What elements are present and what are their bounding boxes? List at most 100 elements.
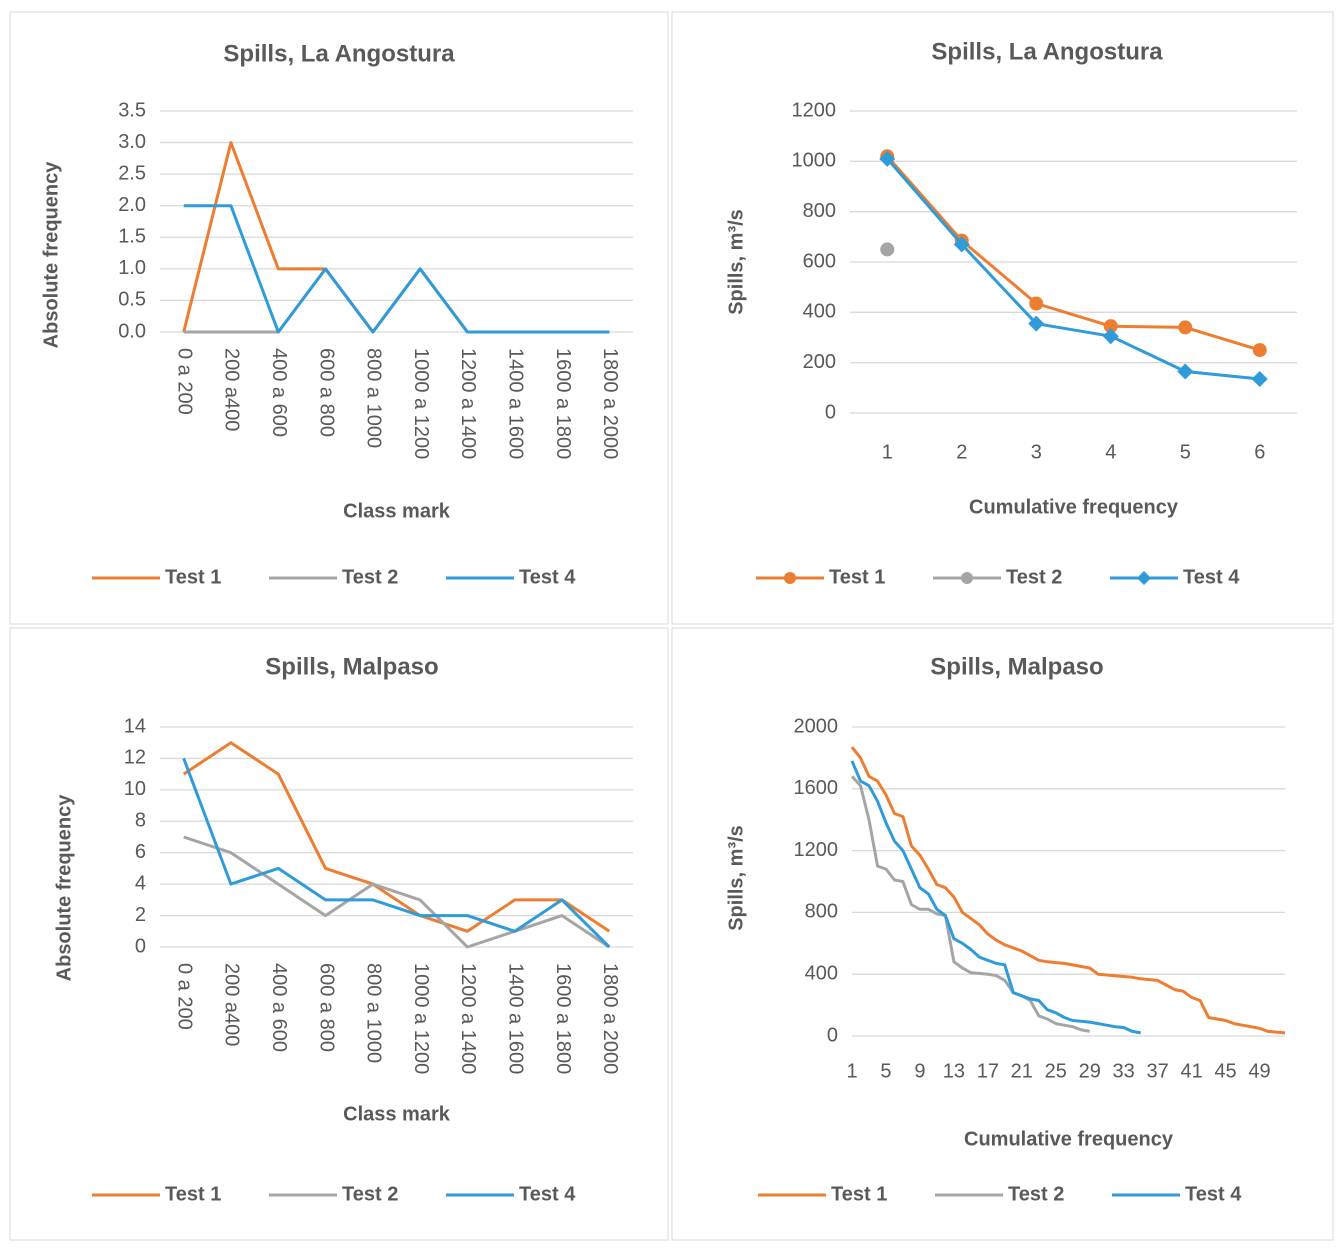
- series-line: [886, 155, 1261, 352]
- x-tick-label: 25: [1045, 1060, 1067, 1082]
- x-tick-label: 1200 a 1400: [457, 963, 479, 1074]
- series-line: [183, 204, 610, 334]
- y-tick-label: 0: [827, 1024, 838, 1046]
- chart-title: Spills, La Angostura: [931, 38, 1163, 65]
- x-tick-label: 6: [1254, 441, 1265, 463]
- x-tick-label: 21: [1011, 1060, 1033, 1082]
- series-line: [886, 157, 1260, 381]
- x-tick-label: 1800 a 2000: [599, 963, 621, 1074]
- legend-label: Test 4: [519, 566, 576, 588]
- x-tick-label: 49: [1248, 1060, 1270, 1082]
- x-tick-label: 1800 a 2000: [599, 348, 621, 459]
- legend-label: Test 1: [165, 1183, 221, 1205]
- marker: [1252, 343, 1267, 358]
- marker: [1102, 328, 1119, 345]
- legend-label: Test 4: [519, 1183, 576, 1205]
- panel: [671, 627, 1334, 1241]
- legend-label: Test 4: [1185, 1183, 1242, 1205]
- marker: [1029, 296, 1044, 311]
- legend-label: Test 2: [342, 1183, 398, 1205]
- chart-title: Spills, La Angostura: [223, 40, 455, 67]
- y-tick-label: 2: [135, 904, 146, 926]
- x-tick-label: 9: [914, 1060, 925, 1082]
- y-tick-label: 1000: [792, 150, 837, 172]
- y-tick-label: 1.5: [118, 226, 146, 248]
- y-tick-label: 0.5: [118, 289, 146, 311]
- y-tick-label: 2.5: [118, 162, 146, 184]
- series-line: [182, 757, 611, 949]
- x-tick-label: 1600 a 1800: [552, 963, 574, 1074]
- marker: [1177, 363, 1194, 380]
- series-line: [183, 835, 611, 949]
- x-tick-label: 37: [1147, 1060, 1169, 1082]
- marker: [880, 242, 895, 257]
- x-tick-label: 1000 a 1200: [410, 963, 432, 1074]
- marker: [1251, 371, 1268, 388]
- x-tick-label: 2: [956, 441, 967, 463]
- x-tick-label: 800 a 1000: [363, 963, 385, 1063]
- y-axis-title: Spills, m³/s: [725, 825, 747, 931]
- legend-label: Test 2: [1008, 1183, 1064, 1205]
- y-axis-title: Absolute frequency: [53, 794, 75, 982]
- legend-label: Test 1: [831, 1183, 887, 1205]
- legend-marker: [1137, 571, 1151, 585]
- x-tick-label: 1200 a 1400: [457, 348, 479, 459]
- y-tick-label: 0: [825, 401, 836, 423]
- panel: [671, 11, 1334, 625]
- marker: [953, 236, 970, 253]
- legend-label: Test 4: [1183, 566, 1240, 588]
- x-tick-label: 600 a 800: [315, 348, 337, 437]
- marker: [1178, 320, 1193, 335]
- x-tick-label: 17: [977, 1060, 999, 1082]
- y-tick-label: 200: [803, 351, 836, 373]
- x-tick-label: 400 a 600: [268, 963, 290, 1052]
- x-tick-label: 1000 a 1200: [410, 348, 432, 459]
- y-tick-label: 3.5: [118, 99, 146, 121]
- marker: [1103, 319, 1118, 334]
- y-tick-label: 400: [803, 301, 836, 323]
- chart-title: Spills, Malpaso: [265, 653, 438, 680]
- y-tick-label: 2000: [794, 715, 839, 737]
- x-tick-label: 400 a 600: [268, 348, 290, 437]
- y-tick-label: 800: [803, 200, 836, 222]
- y-tick-label: 2.0: [118, 194, 146, 216]
- x-tick-label: 29: [1079, 1060, 1101, 1082]
- y-tick-label: 6: [135, 841, 146, 863]
- x-tick-label: 1400 a 1600: [504, 963, 526, 1074]
- x-tick-label: 800 a 1000: [363, 348, 385, 448]
- y-tick-label: 10: [124, 778, 146, 800]
- x-tick-label: 3: [1031, 441, 1042, 463]
- x-tick-label: 5: [1180, 441, 1191, 463]
- y-tick-label: 8: [135, 810, 146, 832]
- x-tick-label: 0 a 200: [173, 348, 195, 415]
- y-axis-title: Absolute frequency: [40, 161, 62, 349]
- x-axis-title: Class mark: [343, 500, 451, 522]
- marker: [1028, 315, 1045, 332]
- x-tick-label: 1600 a 1800: [552, 348, 574, 459]
- x-axis-title: Cumulative frequency: [969, 496, 1179, 518]
- x-tick-label: 1: [846, 1060, 857, 1082]
- x-tick-label: 41: [1180, 1060, 1202, 1082]
- y-tick-label: 12: [124, 747, 146, 769]
- y-tick-label: 0.0: [118, 320, 146, 342]
- y-tick-label: 4: [135, 872, 146, 894]
- panel: [9, 11, 669, 625]
- y-tick-label: 3.0: [118, 131, 146, 153]
- series-line: [850, 760, 1141, 1035]
- legend-label: Test 2: [1006, 566, 1062, 588]
- y-tick-label: 600: [803, 250, 836, 272]
- x-tick-label: 5: [880, 1060, 891, 1082]
- marker: [879, 150, 896, 167]
- y-axis-title: Spills, m³/s: [725, 209, 747, 315]
- y-tick-label: 0: [135, 935, 146, 957]
- x-tick-label: 600 a 800: [315, 963, 337, 1052]
- y-tick-label: 1.0: [118, 257, 146, 279]
- y-tick-label: 1600: [794, 777, 839, 799]
- x-tick-label: 45: [1214, 1060, 1236, 1082]
- x-tick-label: 33: [1113, 1060, 1135, 1082]
- chart-title: Spills, Malpaso: [930, 653, 1103, 680]
- series-line: [850, 775, 1090, 1033]
- legend-marker: [961, 572, 973, 584]
- x-axis-title: Class mark: [343, 1103, 451, 1125]
- legend-label: Test 1: [165, 566, 221, 588]
